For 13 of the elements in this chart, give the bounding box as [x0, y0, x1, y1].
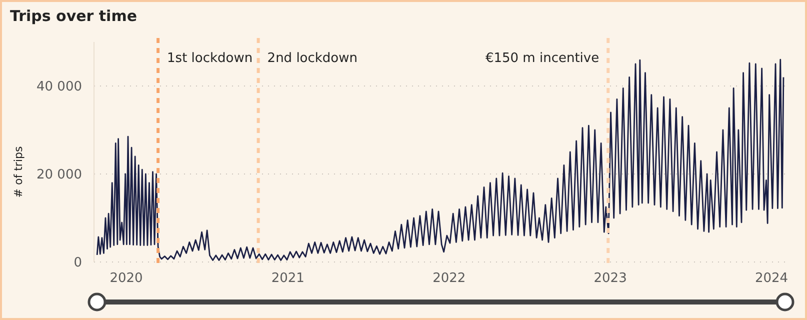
x-tick-label: 2023	[594, 271, 627, 286]
ref-line-label: 2nd lockdown	[267, 51, 358, 66]
y-tick-label: 20 000	[36, 168, 82, 183]
x-tick-label: 2021	[271, 271, 304, 286]
x-tick-label: 2022	[432, 271, 466, 286]
y-axis-title: # of trips	[12, 146, 25, 198]
x-tick-label: 2020	[110, 271, 143, 286]
y-tick-label: 0	[74, 256, 82, 271]
chart-title: Trips over time	[10, 7, 138, 25]
y-tick-label: 40 000	[36, 80, 82, 95]
ref-line-label: €150 m incentive	[485, 51, 600, 66]
ref-line-label: 1st lockdown	[167, 51, 253, 66]
x-tick-label: 2024	[754, 271, 788, 286]
